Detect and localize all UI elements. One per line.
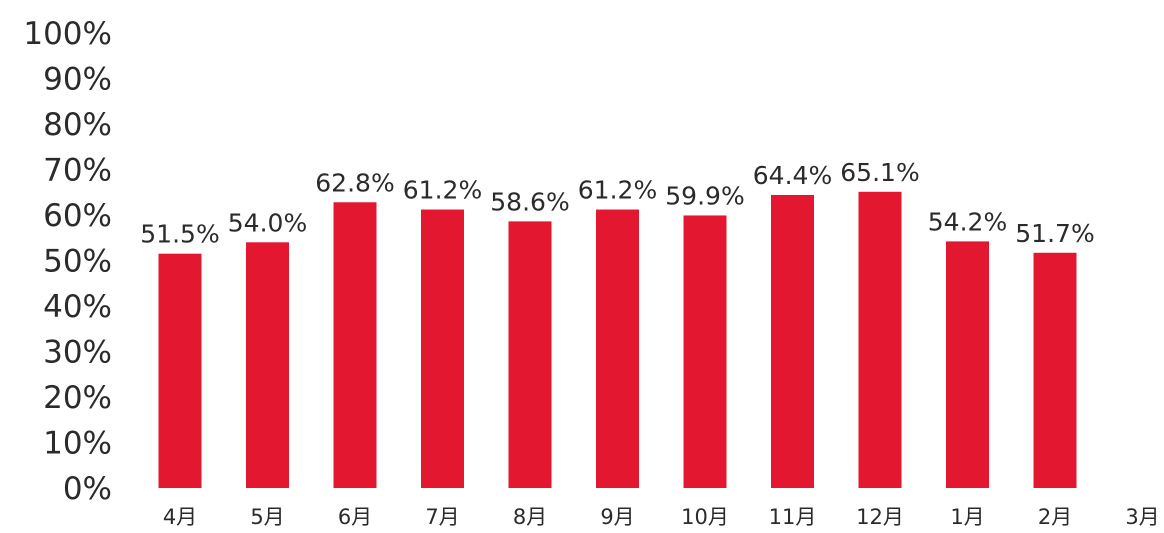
y-tick-label: 0% — [63, 471, 112, 507]
y-axis: 0% 10% 20% 30% 40% 50% 60% 70% 80% 90% 100% — [23, 16, 112, 507]
bar — [421, 209, 464, 489]
x-tick-label: 9月 — [600, 505, 634, 529]
x-tick-label: 10月 — [681, 505, 729, 529]
x-tick-label: 6月 — [338, 505, 372, 529]
data-label: 61.2% — [403, 176, 482, 205]
y-tick-label: 40% — [43, 289, 112, 325]
data-label: 51.7% — [1015, 219, 1094, 248]
data-label: 64.4% — [753, 161, 832, 190]
y-tick-label: 10% — [43, 426, 112, 462]
x-tick-label: 3月 — [1125, 505, 1159, 529]
bar — [858, 191, 902, 489]
y-tick-label: 70% — [43, 153, 112, 189]
y-tick-label: 80% — [43, 107, 112, 143]
x-tick-label: 4月 — [163, 505, 197, 529]
bar — [1033, 252, 1077, 488]
data-labels: 51.5% 54.0% 62.8% 61.2% 58.6% 61.2% 59.9% 64.4%… — [140, 158, 1094, 249]
data-label: 62.8% — [315, 168, 394, 197]
data-label: 65.1% — [840, 158, 919, 187]
bar — [596, 209, 639, 489]
x-tick-label: 7月 — [425, 505, 459, 529]
x-tick-label: 12月 — [856, 505, 904, 529]
data-label: 61.2% — [578, 176, 657, 205]
data-label: 58.6% — [490, 187, 569, 216]
y-tick-label: 20% — [43, 380, 112, 416]
x-tick-label: 1月 — [950, 505, 984, 529]
bar — [333, 202, 377, 488]
bar — [771, 194, 814, 489]
bar — [158, 253, 202, 488]
x-axis: 4月 5月 6月 7月 8月 9月 10月 11月 12月 1月 2月 3月 — [163, 505, 1160, 529]
bars — [158, 191, 1077, 489]
y-tick-label: 50% — [43, 244, 112, 280]
x-tick-label: 5月 — [250, 505, 284, 529]
x-tick-label: 2月 — [1038, 505, 1072, 529]
data-label: 54.0% — [228, 208, 307, 237]
y-tick-label: 30% — [43, 335, 112, 371]
bar — [246, 242, 289, 488]
y-tick-label: 90% — [43, 62, 112, 98]
y-tick-label: 100% — [23, 16, 112, 52]
data-label: 54.2% — [928, 207, 1007, 236]
x-tick-label: 11月 — [769, 505, 817, 529]
x-tick-label: 8月 — [513, 505, 547, 529]
bar — [946, 241, 989, 488]
bar — [683, 215, 727, 488]
data-label: 51.5% — [140, 220, 219, 249]
y-tick-label: 60% — [43, 198, 112, 234]
bar — [508, 221, 552, 488]
data-label: 59.9% — [665, 181, 744, 210]
